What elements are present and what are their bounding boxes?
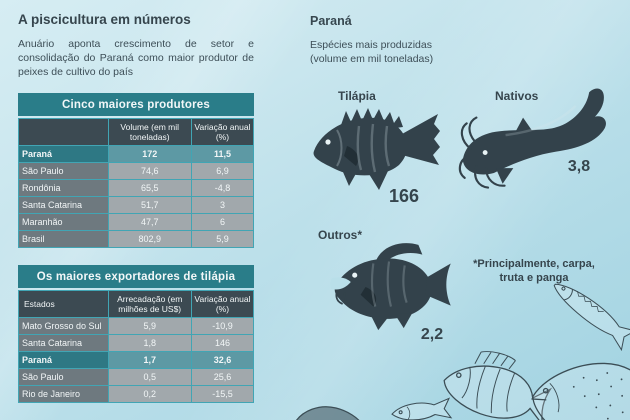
revenue-cell: 0,5 [107, 367, 192, 386]
row-label: São Paulo [18, 161, 109, 180]
species-value-nativos: 3,8 [567, 158, 591, 175]
species-value-outros: 2,2 [420, 326, 444, 343]
row-label: Santa Catarina [18, 333, 109, 352]
exporters-table: Estados Arrecadação (em milhões de US$) … [18, 289, 255, 403]
species-label-outros: Outros* [318, 228, 363, 242]
table-row: Brasil 802,9 5,9 [18, 229, 255, 248]
intro-text: Anuário aponta crescimento de setor e co… [18, 38, 254, 78]
table-header-row: Volume (em mil toneladas) Variação anual… [18, 117, 255, 146]
volume-cell: 172 [107, 144, 192, 163]
variation-cell: 146 [190, 333, 255, 352]
row-label: Brasil [18, 229, 109, 248]
exporters-panel: Os maiores exportadores de tilápia Estad… [18, 264, 255, 403]
species-label-nativos: Nativos [495, 89, 539, 103]
variation-cell: -4,8 [190, 178, 255, 197]
volume-cell: 802,9 [107, 229, 192, 248]
variation-cell: 32,6 [190, 350, 255, 369]
row-label: Rondônia [18, 178, 109, 197]
left-column: A piscicultura em números Anuário aponta… [18, 8, 255, 420]
row-label: Santa Catarina [18, 195, 109, 214]
footnote: *Principalmente, carpa, truta e panga [473, 258, 595, 284]
table-row: São Paulo 74,6 6,9 [18, 161, 255, 180]
page-title: A piscicultura em números [18, 12, 191, 27]
volume-cell: 51,7 [107, 195, 192, 214]
table-row: Santa Catarina 51,7 3 [18, 195, 255, 214]
producers-panel: Cinco maiores produtores Volume (em mil … [18, 92, 255, 248]
variation-cell: 11,5 [190, 144, 255, 163]
sketch-small-fish-icon [391, 397, 453, 420]
sketch-trout-icon [531, 362, 630, 420]
table-row: São Paulo 0,5 25,6 [18, 367, 255, 386]
table-row: Santa Catarina 1,8 146 [18, 333, 255, 352]
sketch-fish-back-icon [296, 406, 360, 420]
table-row: Maranhão 47,7 6 [18, 212, 255, 231]
variation-cell: -10,9 [190, 316, 255, 335]
variation-cell: 6 [190, 212, 255, 231]
revenue-cell: 5,9 [107, 316, 192, 335]
column-header: Arrecadação (em milhões de US$) [107, 289, 192, 318]
right-column: Paraná Espécies mais produzidas (volume … [310, 8, 620, 66]
column-header: Variação anual (%) [190, 117, 255, 146]
row-label: Rio de Janeiro [18, 384, 109, 403]
volume-cell: 47,7 [107, 212, 192, 231]
table-row: Paraná 172 11,5 [18, 144, 255, 163]
row-label: São Paulo [18, 367, 109, 386]
table-row: Rio de Janeiro 0,2 -15,5 [18, 384, 255, 403]
column-header: Estados [18, 289, 109, 318]
variation-cell: -15,5 [190, 384, 255, 403]
variation-cell: 6,9 [190, 161, 255, 180]
revenue-cell: 1,8 [107, 333, 192, 352]
column-header: Variação anual (%) [190, 289, 255, 318]
producers-table: Volume (em mil toneladas) Variação anual… [18, 117, 255, 248]
exporters-panel-title: Os maiores exportadores de tilápia [18, 264, 254, 288]
volume-cell: 74,6 [107, 161, 192, 180]
pictogram-subtitle: Espécies mais produzidas (volume em mil … [310, 39, 434, 66]
table-row: Paraná 1,7 32,6 [18, 350, 255, 369]
sketch-perch-icon [443, 351, 553, 420]
column-header: Volume (em mil toneladas) [107, 117, 192, 146]
species-value-tilapia: 166 [388, 186, 420, 206]
volume-cell: 65,5 [107, 178, 192, 197]
row-label: Maranhão [18, 212, 109, 231]
revenue-cell: 0,2 [107, 384, 192, 403]
table-row: Mato Grosso do Sul 5,9 -10,9 [18, 316, 255, 335]
row-label: Paraná [18, 350, 109, 369]
revenue-cell: 1,7 [107, 350, 192, 369]
row-label: Paraná [18, 144, 109, 163]
column-header [18, 117, 109, 146]
table-row: Rondônia 65,5 -4,8 [18, 178, 255, 197]
catfish-icon [458, 88, 606, 189]
variation-cell: 25,6 [190, 367, 255, 386]
table-header-row: Estados Arrecadação (em milhões de US$) … [18, 289, 255, 318]
producers-panel-title: Cinco maiores produtores [18, 92, 254, 116]
species-label-tilapia: Tilápia [338, 89, 376, 103]
row-label: Mato Grosso do Sul [18, 316, 109, 335]
tilapia-fish-icon [313, 108, 440, 190]
variation-cell: 5,9 [190, 229, 255, 248]
carp-fish-icon [330, 243, 451, 331]
variation-cell: 3 [190, 195, 255, 214]
region-title: Paraná [310, 14, 352, 28]
